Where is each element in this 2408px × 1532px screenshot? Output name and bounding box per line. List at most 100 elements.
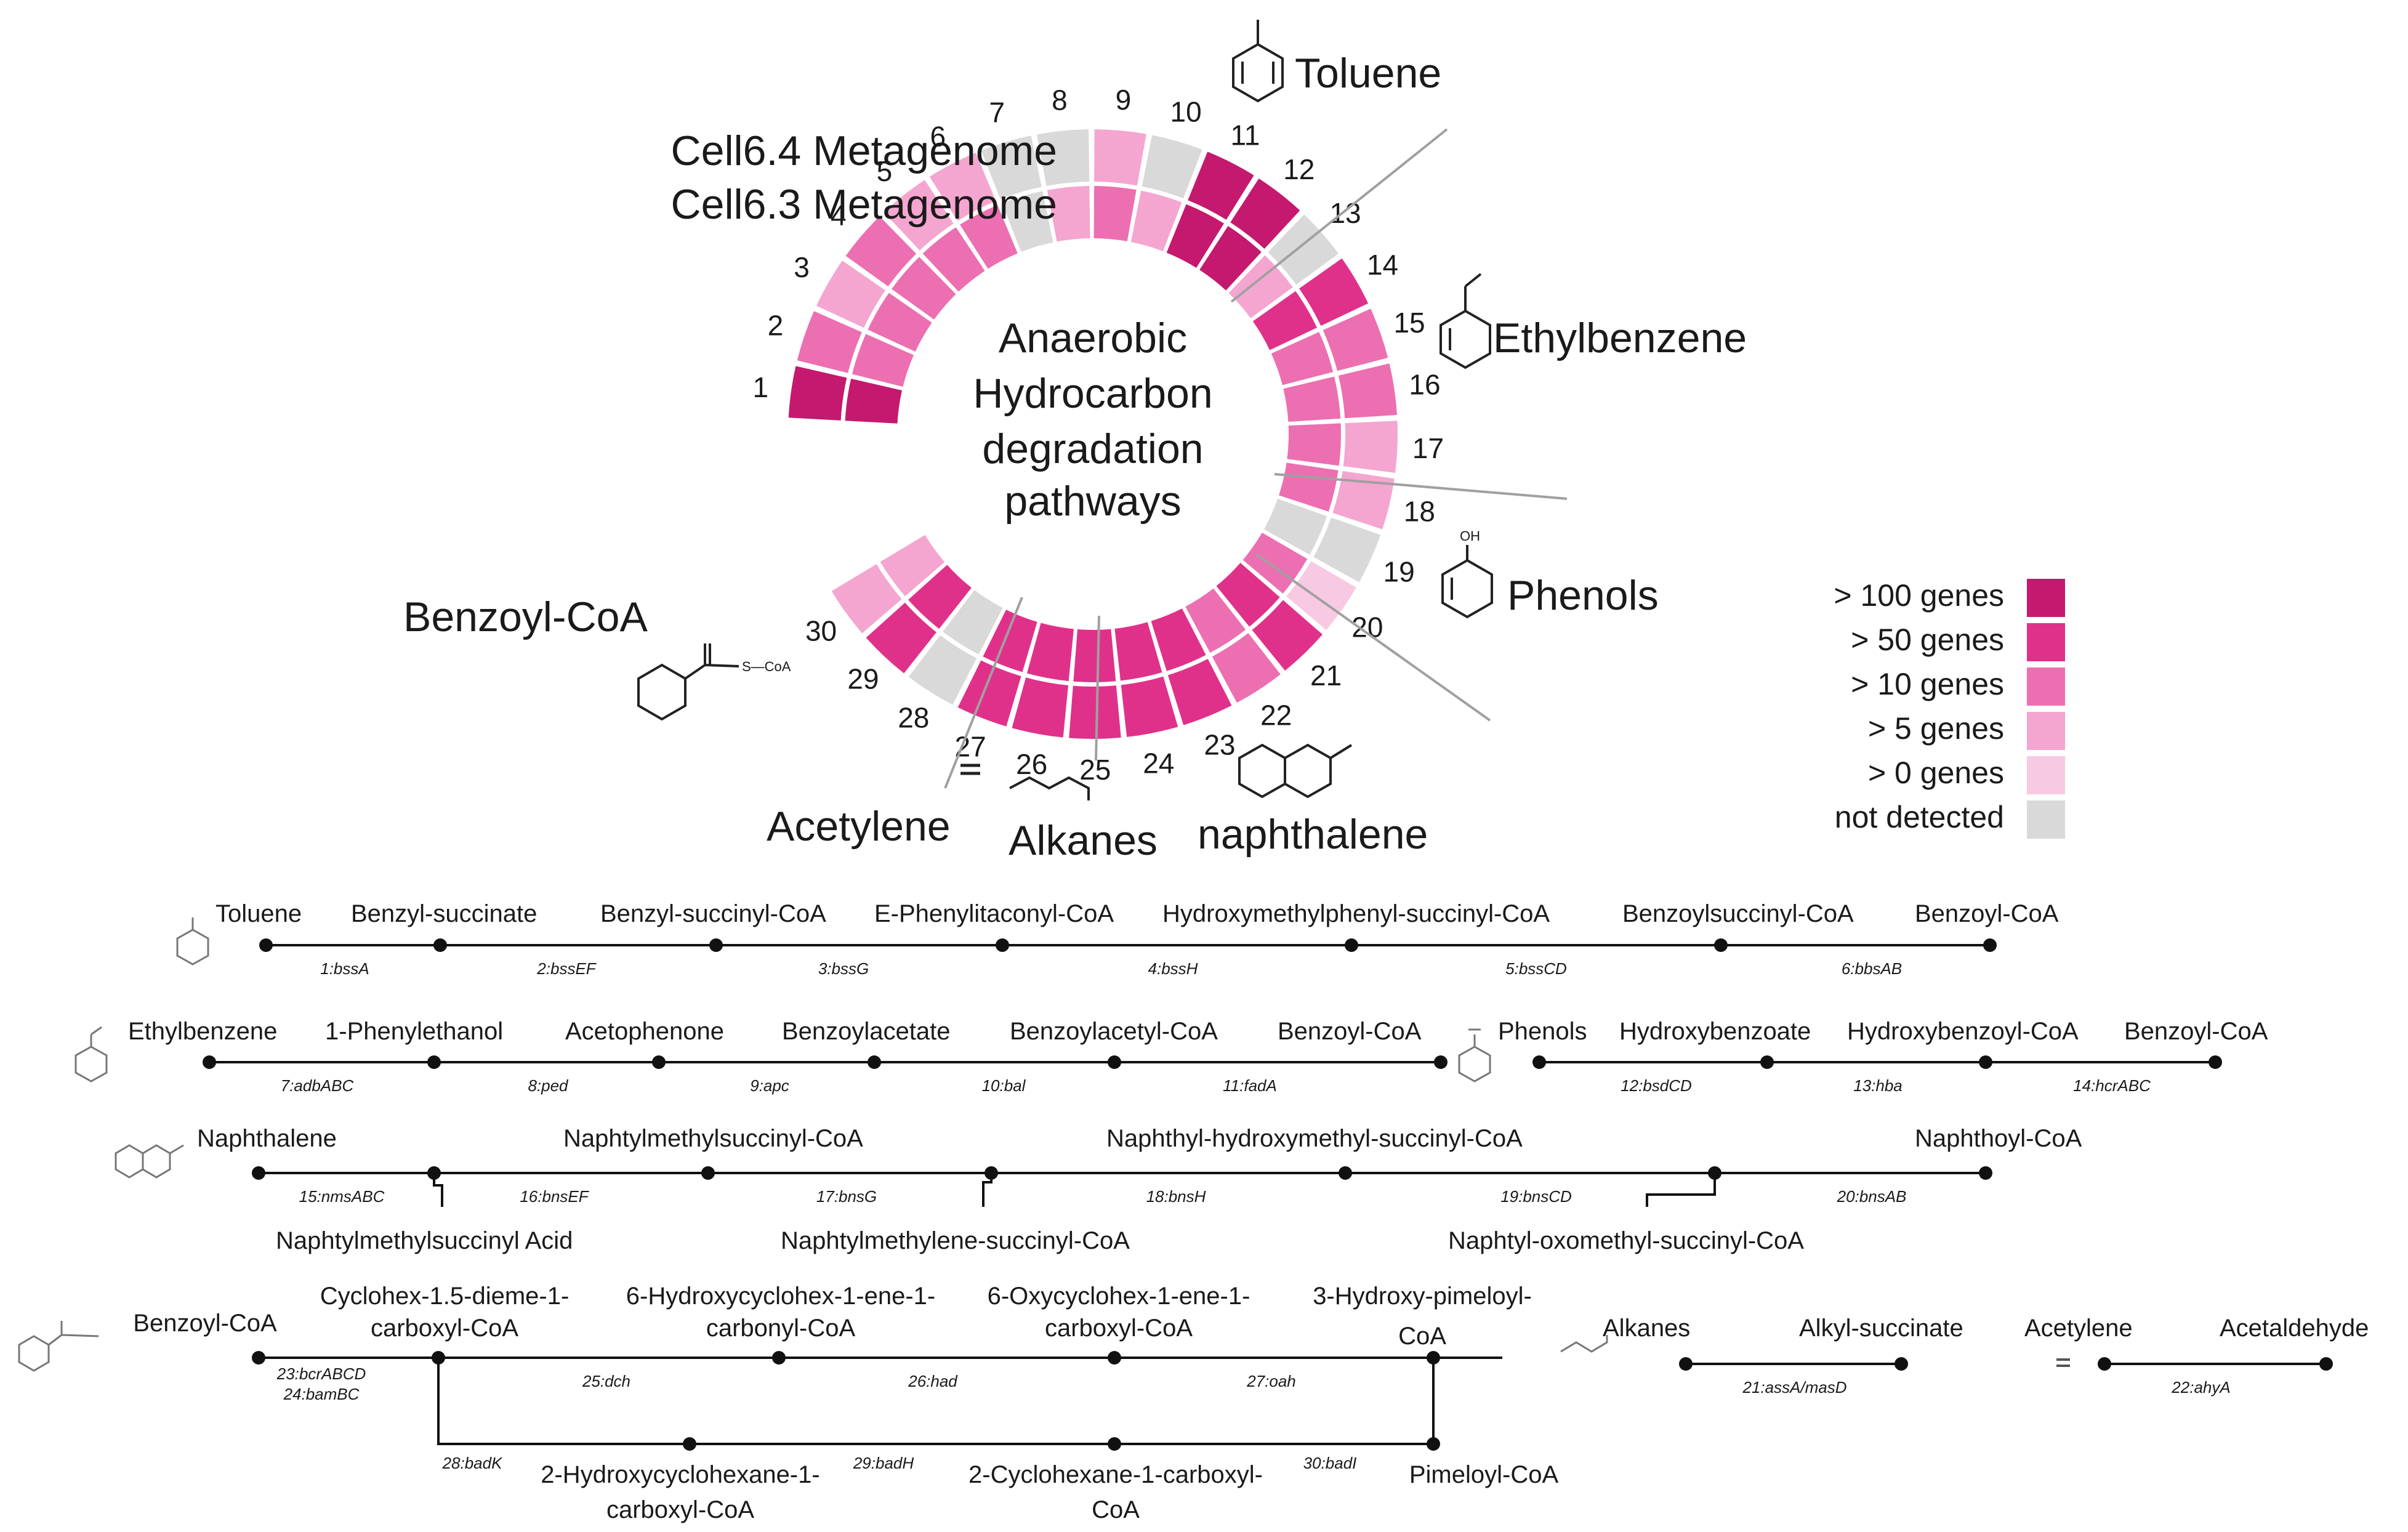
node-naphthyl-hydroxymethyl-succinyl-coa — [1339, 1166, 1352, 1180]
compound-label: Hydroxymethylphenyl-succinyl-CoA — [1162, 900, 1550, 927]
ring-label-outer: Cell6.4 Metagenome — [671, 127, 1057, 174]
segment-number: 4 — [831, 200, 847, 232]
compound-label: Naphtylmethylene-succinyl-CoA — [781, 1227, 1130, 1254]
segment-30-inner — [880, 534, 945, 597]
segment-number: 8 — [1052, 84, 1068, 116]
benzoyl-lower-branch — [437, 1358, 1435, 1445]
node-benzoylacetate — [868, 1055, 881, 1069]
group-label-ethylbenzene: Ethylbenzene — [1493, 315, 1747, 361]
compound-label: E-Phenylitaconyl-CoA — [874, 900, 1114, 927]
segment-22-outer — [1212, 633, 1281, 703]
node-benzoylsuccinyl-coa — [1714, 938, 1728, 952]
node-naphtylmethylsuccinyl-coa — [701, 1166, 715, 1180]
pathway-acetylene: Acetylene Acetaldehyde 22:ahyA — [2024, 1315, 2369, 1397]
segment-13-outer — [1268, 214, 1339, 285]
segment-number: 7 — [989, 97, 1005, 129]
compound-label: Naphtylmethylsuccinyl Acid — [276, 1227, 573, 1254]
benzoyl-coa-structure-icon — [637, 643, 739, 721]
compound-label: Benzoyl-CoA — [1915, 900, 2059, 927]
segment-19-inner — [1263, 499, 1327, 555]
enzyme-label: 12:bsdCD — [1621, 1076, 1692, 1095]
segment-number: 17 — [1412, 432, 1444, 464]
segment-4-inner — [892, 257, 956, 320]
ethylbenzene-structure-icon — [1440, 273, 1491, 369]
segment-17-outer — [1343, 421, 1398, 473]
legend-label: > 0 genes — [1868, 756, 2004, 790]
ethylbenzene-small-icon — [74, 1026, 108, 1082]
segment-22-inner — [1185, 588, 1246, 653]
wheel-title-line-4: pathways — [1004, 478, 1181, 525]
phenols-enzymes: 12:bsdCD 13:hba 14:hcrABC — [1621, 1076, 2151, 1095]
group-label-benzoyl-coa: Benzoyl-CoA — [403, 594, 648, 640]
ethylbenzene-nodes — [203, 1055, 1448, 1069]
legend-swatch — [2027, 756, 2065, 794]
segment-3-inner — [868, 292, 932, 352]
segment-2-inner — [852, 334, 914, 387]
compound-label: carbonyl-CoA — [706, 1315, 856, 1342]
enzyme-label: 19:bnsCD — [1500, 1187, 1572, 1206]
segment-number: 22 — [1260, 699, 1292, 732]
node-toluene — [259, 938, 273, 952]
enzyme-label: 20:bnsAB — [1837, 1187, 1907, 1206]
segment-21-inner — [1216, 563, 1280, 627]
enzyme-label: 23:bcrABCD — [276, 1365, 366, 1383]
node-naphthoyl-coa — [1979, 1166, 1992, 1180]
compound-label: Pimeloyl-CoA — [1409, 1461, 1559, 1488]
separator-phenols-naphthalene — [1255, 553, 1491, 722]
compound-label: Benzoylacetyl-CoA — [1010, 1018, 1218, 1045]
node-acetylene — [2098, 1357, 2111, 1371]
enzyme-label: 30:badI — [1303, 1454, 1357, 1472]
node-pimeloyl-coa — [1427, 1437, 1440, 1451]
group-benzoyl-coa: Benzoyl-CoA S—CoA — [403, 594, 791, 721]
group-label-phenols: Phenols — [1507, 572, 1659, 619]
segment-5-inner — [922, 227, 985, 292]
segment-5-outer — [884, 180, 954, 251]
legend-label: not detected — [1835, 800, 2004, 834]
enzyme-label: 16:bnsEF — [520, 1187, 589, 1206]
compound-label: Alkanes — [1603, 1315, 1690, 1342]
enzyme-label: 21:assA/masD — [1742, 1378, 1846, 1397]
ring-label-inner: Cell6.3 Metagenome — [671, 181, 1057, 228]
enzyme-label: 29:badH — [853, 1454, 914, 1472]
segment-30-outer — [831, 564, 902, 634]
enzyme-label: 5:bssCD — [1505, 959, 1567, 978]
compound-label: Phenols — [1498, 1018, 1587, 1045]
segment-2-outer — [797, 311, 862, 373]
segment-3-outer — [816, 260, 885, 328]
phenol-small-icon — [1458, 1028, 1491, 1082]
enzyme-label: 10:bal — [982, 1076, 1026, 1095]
node-benzoyl-coa-3 — [2209, 1055, 2222, 1069]
separator-ethylbenzene-phenols — [1274, 473, 1568, 500]
segment-12-outer — [1230, 178, 1300, 249]
node-acetophenone — [652, 1055, 666, 1069]
enzyme-label: 25:dch — [582, 1372, 630, 1390]
compound-label: carboxyl-CoA — [1045, 1315, 1193, 1342]
node-hydroxycyclohexene-carbonyl-coa — [772, 1351, 786, 1365]
compound-label: 2-Cyclohexane-1-carboxyl- — [968, 1461, 1263, 1488]
segment-8-inner — [1047, 186, 1090, 242]
separator-toluene-ethylbenzene — [1230, 128, 1448, 303]
node-phenols — [1532, 1055, 1546, 1069]
segment-14-inner — [1252, 291, 1318, 350]
compound-label: 3-Hydroxy-pimeloyl- — [1313, 1283, 1532, 1310]
enzyme-label: 18:bnsH — [1146, 1187, 1206, 1206]
compound-label: Hydroxybenzoyl-CoA — [1847, 1018, 2079, 1045]
segment-24-inner — [1114, 622, 1162, 681]
segment-number: 6 — [930, 121, 946, 153]
compound-label: CoA — [1092, 1496, 1140, 1523]
segment-29-outer — [866, 602, 936, 674]
compound-label: carboxyl-CoA — [371, 1315, 518, 1342]
legend-swatch — [2027, 667, 2065, 706]
legend: > 100 genes > 50 genes > 10 genes > 5 genes… — [1834, 578, 2065, 839]
alkane-structure-icon — [1009, 776, 1090, 800]
compound-label: Benzoylsuccinyl-CoA — [1622, 900, 1854, 927]
node-benzoylacetyl-coa — [1108, 1055, 1121, 1069]
node-benzoyl-coa-2 — [1434, 1055, 1448, 1069]
wheel-title-line-1: Anaerobic — [999, 315, 1187, 361]
segment-28-outer — [908, 635, 977, 705]
enzyme-label: 27:oah — [1246, 1372, 1296, 1390]
toluene-nodes — [259, 938, 1997, 952]
node-hydroxy-pimeloyl-coa — [1427, 1351, 1440, 1365]
